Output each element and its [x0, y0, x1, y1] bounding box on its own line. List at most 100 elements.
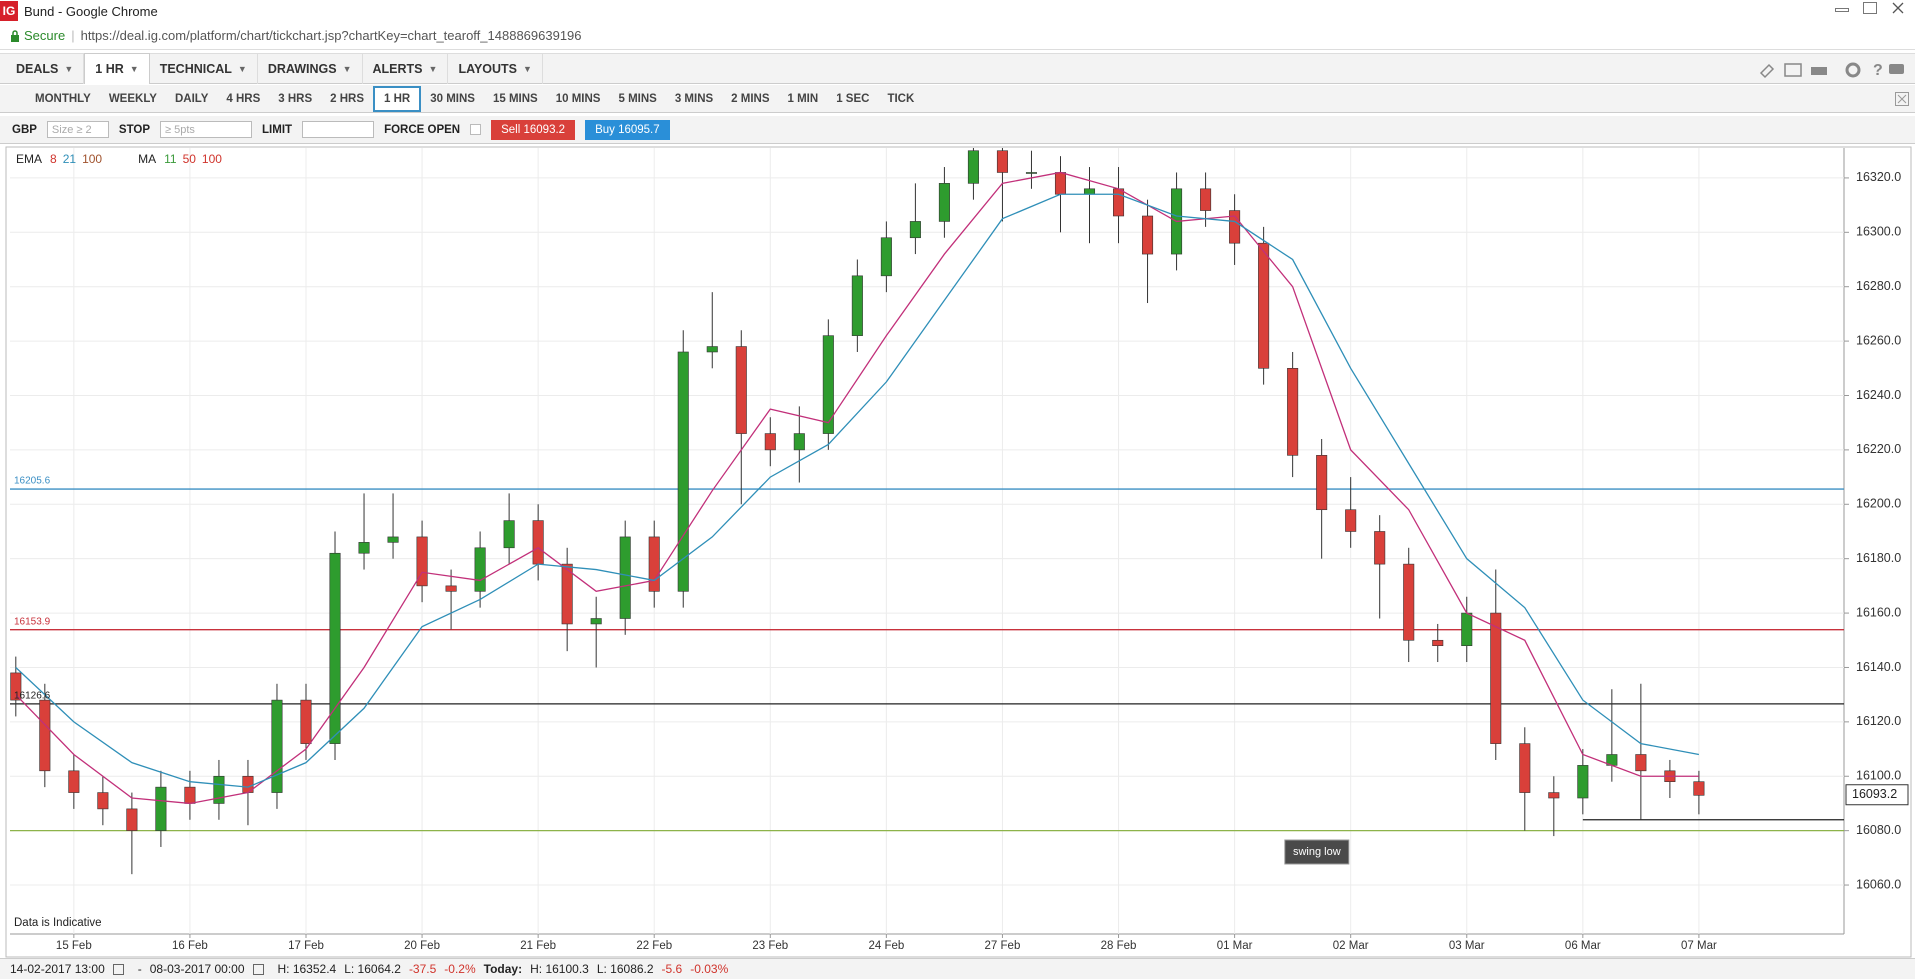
- x-tick-label: 23 Feb: [752, 940, 788, 952]
- candle-body: [677, 351, 689, 592]
- stop-label[interactable]: STOP: [118, 123, 151, 136]
- window-controls: [1835, 2, 1905, 14]
- stop-input[interactable]: ≥ 5pts: [160, 121, 253, 138]
- candle-body: [1200, 188, 1212, 211]
- timeframe-button[interactable]: 10 MINS: [555, 92, 601, 105]
- menu-item[interactable]: 1 HR ▼: [84, 53, 150, 84]
- draw-icon[interactable]: [1759, 63, 1775, 79]
- x-tick-label: 27 Feb: [985, 940, 1021, 952]
- candle-body: [735, 346, 747, 434]
- y-tick-label: 16220.0: [1856, 442, 1901, 456]
- candle-body: [1025, 172, 1037, 174]
- candle-body: [1345, 509, 1357, 532]
- y-tick-label: 16180.0: [1856, 551, 1901, 565]
- candle-body: [1490, 612, 1502, 744]
- x-tick-label: 17 Feb: [288, 940, 324, 952]
- timeframe-button[interactable]: 2 MINS: [731, 92, 770, 105]
- status-today: Today:: [483, 962, 523, 976]
- calendar-icon[interactable]: [252, 963, 264, 975]
- sell-button[interactable]: Sell 16093.2: [491, 119, 576, 140]
- candle-body: [474, 547, 486, 592]
- timeframe-button[interactable]: 3 HRS: [278, 92, 313, 105]
- menu-item[interactable]: TECHNICAL ▼: [150, 53, 258, 84]
- candle-body: [387, 536, 399, 543]
- timeframe-button[interactable]: 15 MINS: [492, 92, 538, 105]
- status-low: L: 16064.2: [344, 962, 401, 976]
- candle-body: [68, 770, 80, 793]
- candle-body: [590, 618, 602, 625]
- menu-item[interactable]: LAYOUTS ▼: [448, 53, 543, 84]
- close-button[interactable]: [1891, 2, 1905, 14]
- timeframe-button[interactable]: 5 MINS: [618, 92, 657, 105]
- currency[interactable]: GBP: [12, 123, 37, 136]
- chart-frame: [5, 146, 1912, 958]
- menu-item[interactable]: DRAWINGS ▼: [258, 53, 363, 84]
- timeframe-button[interactable]: 30 MINS: [430, 92, 475, 105]
- timeframe-button[interactable]: 4 HRS: [226, 92, 261, 105]
- x-tick-label: 16 Feb: [172, 940, 208, 952]
- timeframe-button[interactable]: DAILY: [174, 92, 209, 105]
- separator: |: [71, 28, 75, 43]
- status-dash: -: [137, 962, 142, 976]
- candle-body: [532, 520, 544, 565]
- force-open-checkbox[interactable]: [470, 124, 482, 135]
- candle-body: [1316, 455, 1328, 511]
- help-icon[interactable]: ?: [1873, 62, 1883, 79]
- indicator-param: 11: [164, 152, 177, 166]
- annotation-text: swing low: [1293, 846, 1341, 858]
- print-icon[interactable]: [1811, 67, 1827, 75]
- candle-body: [1374, 531, 1386, 565]
- candle-body: [126, 808, 138, 831]
- level-label: 16153.9: [14, 616, 51, 627]
- y-tick-label: 16200.0: [1856, 497, 1901, 511]
- candle-body: [909, 221, 921, 239]
- data-notice: Data is Indicative: [14, 917, 102, 929]
- candle-body: [1693, 781, 1705, 796]
- menu-label: ALERTS: [372, 61, 423, 76]
- timeframe-button[interactable]: WEEKLY: [108, 92, 157, 105]
- last-price-box: [1845, 784, 1909, 806]
- menu-label: DEALS: [16, 61, 59, 76]
- x-tick-label: 06 Mar: [1565, 940, 1601, 952]
- timeframe-button[interactable]: 2 HRS: [330, 92, 365, 105]
- title-bar: IG Bund - Google Chrome: [0, 0, 1915, 22]
- calendar-icon[interactable]: [112, 963, 124, 975]
- timeframe-button[interactable]: 1 SEC: [836, 92, 870, 105]
- timeframe-button[interactable]: MONTHLY: [35, 92, 91, 105]
- candle-body: [938, 183, 950, 222]
- menu-item[interactable]: ALERTS ▼: [363, 53, 449, 84]
- settings-icon[interactable]: [1845, 62, 1861, 78]
- y-tick-label: 16160.0: [1856, 605, 1901, 619]
- close-toolbar[interactable]: [1895, 92, 1909, 106]
- status-bar: 14-02-2017 13:00 -08-03-2017 00:00 H: 1635…: [0, 958, 1915, 979]
- minimize-button[interactable]: [1835, 8, 1849, 12]
- y-tick-label: 16280.0: [1856, 279, 1901, 293]
- candle-body: [97, 792, 109, 810]
- force-open-label: FORCE OPEN: [384, 123, 461, 136]
- buy-button[interactable]: Buy 16095.7: [585, 119, 670, 140]
- limit-input[interactable]: [302, 121, 375, 138]
- size-input[interactable]: Size ≥ 2: [46, 121, 109, 138]
- candle-body: [10, 672, 22, 701]
- url[interactable]: https://deal.ig.com/platform/chart/tickc…: [80, 28, 582, 43]
- indicator-param: 100: [202, 152, 222, 166]
- indicator-line: [15, 171, 1699, 805]
- limit-label: LIMIT: [262, 123, 293, 136]
- dropdown-caret: ▼: [428, 63, 438, 74]
- timeframe-button[interactable]: 1 MIN: [787, 92, 819, 105]
- y-tick-label: 16320.0: [1856, 170, 1901, 184]
- menu-label: TECHNICAL: [159, 61, 232, 76]
- indicator-line: [15, 193, 1700, 788]
- restore-button[interactable]: [1863, 2, 1877, 14]
- menu-item[interactable]: DEALS ▼: [6, 53, 85, 84]
- y-tick-label: 16300.0: [1856, 225, 1901, 239]
- image-icon[interactable]: [1784, 63, 1802, 77]
- candle-body: [1113, 188, 1125, 217]
- chat-icon[interactable]: [1889, 64, 1904, 74]
- menu-label: LAYOUTS: [458, 61, 518, 76]
- timeframe-button[interactable]: 1 HR: [373, 85, 422, 112]
- timeframe-button[interactable]: 3 MINS: [674, 92, 714, 105]
- status-from: 14-02-2017 13:00: [10, 962, 105, 976]
- timeframe-button[interactable]: TICK: [887, 92, 915, 105]
- candle-body: [1635, 754, 1647, 772]
